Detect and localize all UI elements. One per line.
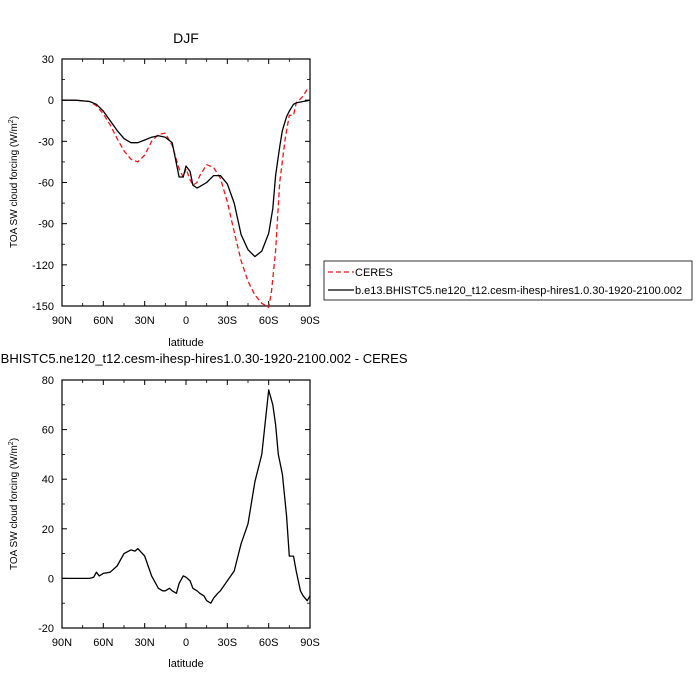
bottom-y-tick-label: 60 <box>42 425 54 437</box>
bottom-series-group <box>62 389 311 604</box>
bottom-y-tick-label: 0 <box>48 573 54 585</box>
bottom-x-tick-label: 30S <box>218 637 238 649</box>
top-chart-title: DJF <box>173 30 199 46</box>
top-y-tick-label: 0 <box>48 95 54 107</box>
top-x-tick-label: 0 <box>183 315 189 327</box>
top-x-tick-label: 30N <box>135 315 155 327</box>
top-y-axis-label: TOA SW cloud forcing (W/m2) <box>8 116 20 248</box>
bottom-x-tick-label: 0 <box>183 637 189 649</box>
top-y-tick-label: -90 <box>38 219 54 231</box>
top-x-tick-label: 30S <box>218 315 238 327</box>
top-y-tick-label: 30 <box>42 54 54 66</box>
top-x-tick-label: 90S <box>300 315 320 327</box>
legend-label-model: b.e13.BHISTC5.ne120_t12.cesm-ihesp-hires… <box>355 285 682 297</box>
bottom-panel: b.e13.BHISTC5.ne120_t12.cesm-ihesp-hires… <box>0 351 408 670</box>
bottom-series-line-difference <box>62 389 311 604</box>
bottom-chart-title: b.e13.BHISTC5.ne120_t12.cesm-ihesp-hires… <box>0 351 408 366</box>
bottom-y-axis-label: TOA SW cloud forcing (W/m2) <box>8 438 20 570</box>
top-y-tick-label: -30 <box>38 136 54 148</box>
top-axis-ticks: 90N 60N 30N 0 30S 60S 90S 30 0 -30 -60 -90 -120 -150 <box>32 54 320 327</box>
bottom-x-tick-label: 90S <box>300 637 320 649</box>
top-series-group <box>62 88 311 309</box>
top-x-axis-label: latitude <box>168 337 203 349</box>
top-x-tick-label: 90N <box>52 315 72 327</box>
bottom-x-tick-label: 60S <box>259 637 279 649</box>
top-x-tick-label: 60N <box>93 315 113 327</box>
top-y-tick-label: -150 <box>32 301 54 313</box>
bottom-x-tick-label: 30N <box>135 637 155 649</box>
top-series-line-ceres <box>62 88 311 309</box>
top-y-tick-label: -60 <box>38 178 54 190</box>
bottom-y-tick-label: 20 <box>42 524 54 536</box>
bottom-x-tick-label: 90N <box>52 637 72 649</box>
top-y-tick-label: -120 <box>32 260 54 272</box>
top-plot-frame <box>61 58 311 307</box>
bottom-y-tick-label: -20 <box>38 623 54 635</box>
legend-box <box>323 260 693 301</box>
bottom-plot-frame <box>61 379 311 629</box>
bottom-y-tick-label: 40 <box>42 474 54 486</box>
bottom-y-tick-label: 80 <box>42 375 54 387</box>
top-x-tick-label: 60S <box>259 315 279 327</box>
top-panel: DJF 90N 60N 30N 0 30S 60S 90S 30 0 -30 -60 -90 -120 -… <box>8 30 320 349</box>
legend: CERES b.e13.BHISTC5.ne120_t12.cesm-ihesp… <box>323 260 693 301</box>
bottom-x-axis-label: latitude <box>168 658 203 670</box>
legend-label-ceres: CERES <box>355 267 393 279</box>
bottom-x-tick-label: 60N <box>93 637 113 649</box>
top-series-line-model <box>62 99 311 258</box>
bottom-axis-ticks: 90N 60N 30N 0 30S 60S 90S 80 60 40 20 0 -20 <box>38 375 320 649</box>
